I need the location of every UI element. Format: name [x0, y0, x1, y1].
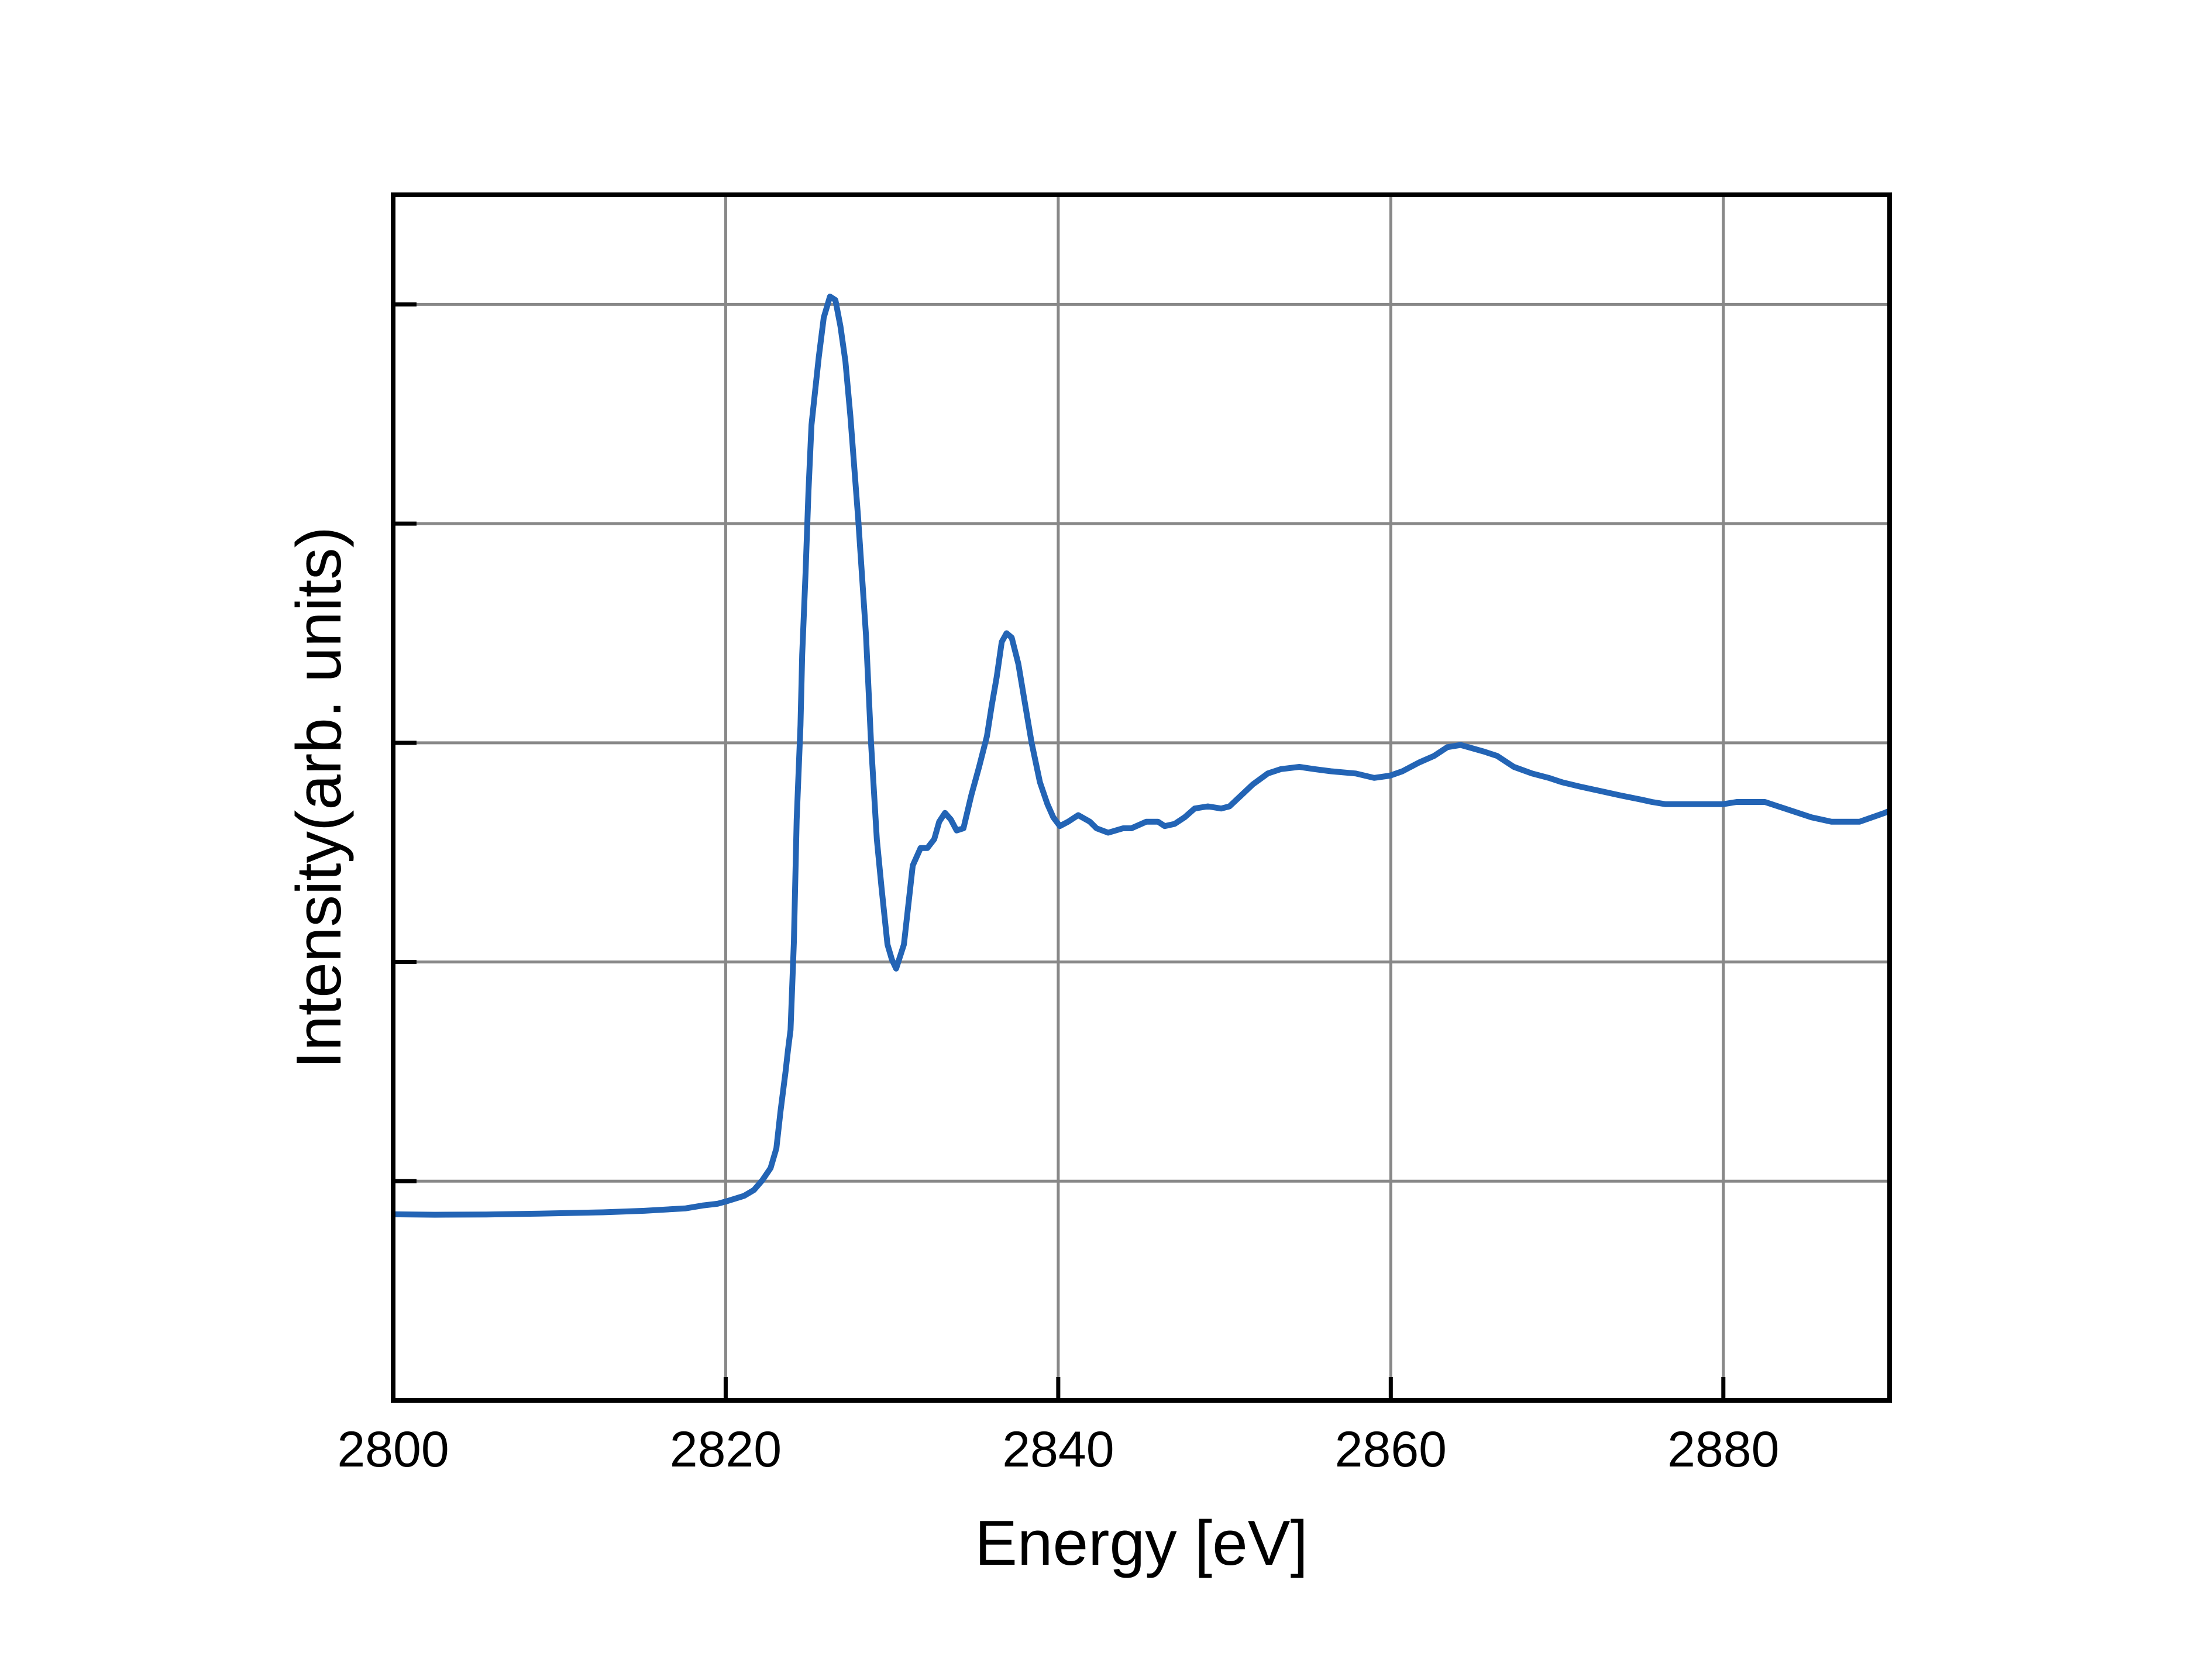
grid [393, 195, 1890, 1400]
x-tick-label: 2860 [1335, 1421, 1447, 1478]
x-tick-label: 2800 [337, 1421, 449, 1478]
x-tick-labels: 2800 2820 2840 2860 2880 [337, 1421, 1779, 1478]
series-line-spectrum [393, 293, 1891, 1218]
x-tick-label: 2880 [1667, 1421, 1779, 1478]
series-layer [393, 293, 1891, 1218]
x-tick-label: 2840 [1002, 1421, 1114, 1478]
x-axis-title: Energy [eV] [975, 1507, 1308, 1579]
x-tick-label: 2820 [670, 1421, 782, 1478]
plot-frame [391, 192, 1892, 1403]
ticks [393, 302, 1726, 1400]
y-axis-title: Intensity(arb. units) [283, 526, 355, 1069]
